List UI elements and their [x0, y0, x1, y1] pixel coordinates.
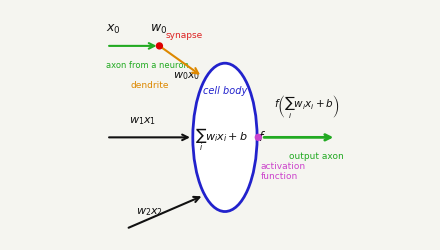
Text: $w_0 x_0$: $w_0 x_0$ [173, 70, 200, 83]
Text: $x_0$: $x_0$ [106, 23, 121, 36]
Text: $\sum_{i} w_i x_i + b$: $\sum_{i} w_i x_i + b$ [195, 126, 248, 153]
Text: $w_2 x_2$: $w_2 x_2$ [136, 206, 163, 218]
Text: cell body: cell body [203, 86, 247, 97]
Circle shape [157, 43, 162, 49]
Text: output axon: output axon [289, 152, 344, 161]
Text: $w_0$: $w_0$ [150, 23, 167, 36]
Text: dendrite: dendrite [130, 80, 169, 90]
Text: $w_1 x_1$: $w_1 x_1$ [128, 116, 156, 128]
Circle shape [255, 134, 261, 140]
Text: $f\left(\sum_{i} w_i x_i + b\right)$: $f\left(\sum_{i} w_i x_i + b\right)$ [275, 93, 340, 120]
Text: activation
function: activation function [261, 162, 306, 182]
Text: synapse: synapse [165, 32, 203, 40]
Text: axon from a neuron: axon from a neuron [106, 61, 189, 70]
Ellipse shape [193, 63, 257, 212]
Text: $f$: $f$ [258, 130, 266, 144]
